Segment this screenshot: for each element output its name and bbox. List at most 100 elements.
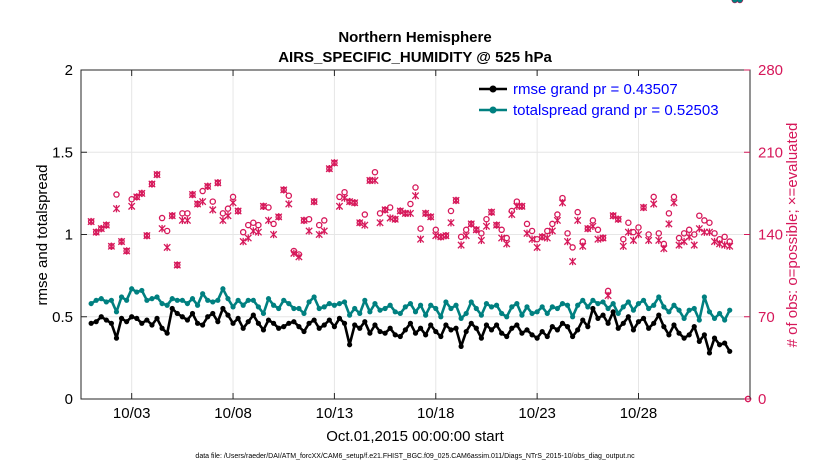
totalspread-point xyxy=(504,314,510,320)
rmse-point xyxy=(514,322,520,328)
obs-evaluated-point xyxy=(198,197,207,206)
obs-evaluated-point xyxy=(416,235,425,243)
obs-evaluated-point xyxy=(670,199,678,207)
obs-evaluated-point xyxy=(497,234,506,242)
totalspread-point xyxy=(306,299,312,305)
y-tick-label: 2 xyxy=(65,62,73,79)
rmse-point xyxy=(174,310,180,317)
rmse-point xyxy=(205,314,211,320)
rmse-point xyxy=(468,320,474,326)
legend-spread-marker xyxy=(489,106,497,114)
obs-evaluated-point xyxy=(138,189,146,198)
rmse-point xyxy=(210,310,216,317)
obs-evaluated-point xyxy=(254,228,263,236)
totalspread-point xyxy=(417,302,424,308)
rmse-point xyxy=(260,327,267,333)
rmse-point xyxy=(640,315,647,321)
totalspread-point xyxy=(291,305,297,312)
obs-evaluated-point xyxy=(209,206,217,214)
obs-evaluated-point xyxy=(214,179,222,187)
rmse-point xyxy=(154,315,160,321)
obs-evaluated-point xyxy=(295,253,303,261)
obs-possible-point xyxy=(650,193,657,201)
obs-possible-point xyxy=(675,234,683,242)
totalspread-point xyxy=(676,307,682,313)
totalspread-point xyxy=(316,305,322,312)
rmse-point xyxy=(321,322,327,328)
obs-possible-point xyxy=(620,235,627,243)
totalspread-point xyxy=(144,297,150,303)
obs-evaluated-point xyxy=(543,234,551,242)
legend-rmse-label: rmse grand pr = 0.43507 xyxy=(513,81,678,98)
totalspread-point xyxy=(529,310,535,317)
obs-evaluated-point xyxy=(462,231,470,240)
obs-possible-point xyxy=(696,212,703,219)
totalspread-point xyxy=(534,309,540,315)
obs-possible-point xyxy=(113,191,120,198)
rmse-point xyxy=(377,328,383,335)
rmse-point xyxy=(620,320,626,326)
rmse-point xyxy=(235,315,241,321)
obs-evaluated-point xyxy=(457,241,465,249)
obs-possible-point xyxy=(407,200,414,208)
totalspread-point xyxy=(473,305,479,312)
rmse-point xyxy=(559,320,566,326)
rmse-point xyxy=(615,325,621,331)
totalspread-point xyxy=(711,315,718,321)
totalspread-point xyxy=(438,314,444,320)
rmse-point xyxy=(265,317,272,323)
obs-evaluated-point xyxy=(584,224,592,233)
obs-possible-point xyxy=(711,230,718,237)
rmse-point xyxy=(610,309,616,315)
totalspread-point xyxy=(352,305,358,312)
obs-evaluated-point xyxy=(614,215,622,223)
obs-evaluated-point xyxy=(168,212,176,220)
rmse-point xyxy=(524,327,530,333)
obs-possible-point xyxy=(386,204,394,211)
obs-evaluated-point xyxy=(239,237,247,246)
rmse-point xyxy=(625,314,631,320)
totalspread-point xyxy=(554,305,561,312)
rmse-point xyxy=(372,322,378,328)
totalspread-point xyxy=(630,307,637,313)
y2-axis-label: # of obs: o=possible; ×=evaluated xyxy=(784,123,801,348)
totalspread-point xyxy=(499,310,505,317)
obs-evaluated-point xyxy=(269,230,278,239)
rmse-point xyxy=(367,330,373,336)
rmse-point xyxy=(149,322,155,328)
rmse-point xyxy=(159,325,165,331)
totalspread-point xyxy=(392,309,398,315)
totalspread-point xyxy=(428,302,434,308)
y2-tick-label: 140 xyxy=(758,227,783,244)
y-axis-label: rmse and totalspread xyxy=(34,165,51,306)
obs-evaluated-point xyxy=(492,221,501,229)
rmse-point xyxy=(407,320,414,326)
rmse-point xyxy=(108,320,115,326)
obs-possible-point xyxy=(564,230,571,237)
totalspread-point xyxy=(326,300,332,307)
obs-evaluated-point xyxy=(280,186,288,194)
rmse-point xyxy=(473,325,479,331)
totalspread-point xyxy=(103,299,109,305)
totalspread-point xyxy=(220,286,226,292)
totalspread-point xyxy=(210,299,216,305)
rmse-point xyxy=(701,332,707,338)
obs-evaluated-point xyxy=(482,222,491,230)
rmse-point xyxy=(686,332,692,338)
x-tick-label: 10/28 xyxy=(620,405,658,422)
obs-evaluated-point xyxy=(320,227,328,235)
rmse-point xyxy=(362,319,368,325)
obs-evaluated-point xyxy=(163,243,171,252)
totalspread-point xyxy=(347,312,353,318)
rmse-point xyxy=(696,338,702,345)
totalspread-point xyxy=(270,302,277,308)
totalspread-point xyxy=(483,300,490,307)
totalspread-point xyxy=(701,294,707,300)
obs-evaluated-point xyxy=(675,241,683,249)
totalspread-point xyxy=(595,300,601,307)
totalspread-point xyxy=(169,296,175,302)
rmse-point xyxy=(194,320,201,326)
obs-evaluated-point xyxy=(351,199,359,207)
footnote: data file: /Users/raeder/DAI/ATM_forcXX/… xyxy=(195,453,635,460)
y2-tick-label: 0 xyxy=(758,391,766,408)
